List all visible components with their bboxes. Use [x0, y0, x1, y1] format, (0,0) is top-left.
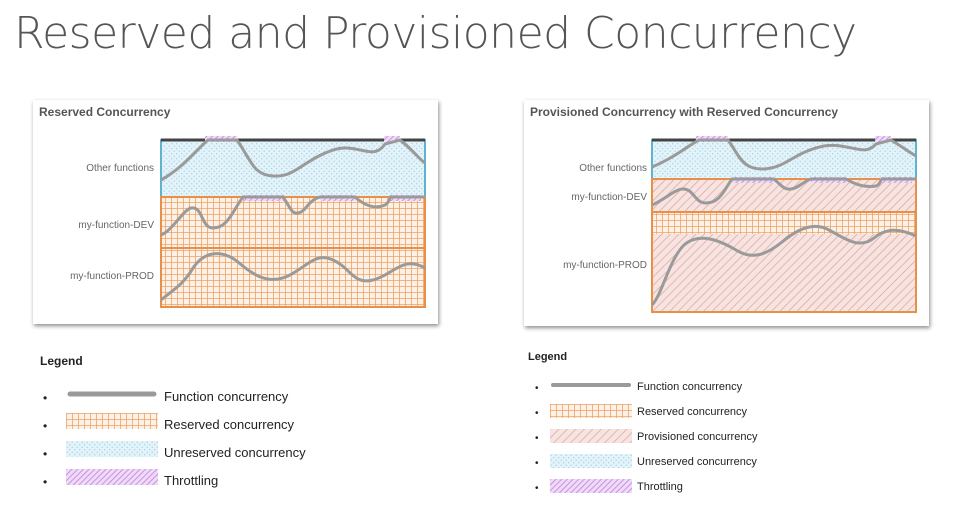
- page-title: Reserved and Provisioned Concurrency: [14, 8, 857, 59]
- provisioned-concurrency-diagram: Provisioned Concurrency with Reserved Co…: [524, 100, 929, 326]
- left-legend-title: Legend: [40, 354, 83, 368]
- bullet: •: [43, 419, 48, 433]
- function-concurrency-swatch: [551, 383, 631, 387]
- right-throttle-mark: [875, 136, 891, 142]
- bullet: •: [535, 383, 539, 394]
- right-prod-reserved-outline: [651, 211, 917, 313]
- left-row-label-other: Other functions: [86, 163, 154, 174]
- left-throttle-mark: [384, 136, 400, 142]
- right-prod-function-line: [650, 225, 917, 307]
- legend-label-reserved-concurrency: Reserved concurrency: [164, 417, 295, 432]
- reserved-concurrency-swatch: [550, 404, 632, 418]
- right-diagram-title: Provisioned Concurrency with Reserved Co…: [530, 105, 839, 119]
- unreserved-concurrency-swatch: [66, 441, 158, 457]
- legend-label-provisioned-concurrency: Provisioned concurrency: [637, 431, 758, 443]
- right-dev-function-line: [651, 177, 916, 207]
- right-prod-provisioned-band: [652, 234, 916, 312]
- throttling-swatch: [550, 479, 632, 493]
- legend-label-unreserved-concurrency: Unreserved concurrency: [637, 456, 757, 468]
- legend-label-unreserved-concurrency: Unreserved concurrency: [164, 445, 306, 460]
- legend-label-function-concurrency: Function concurrency: [164, 389, 289, 404]
- bullet: •: [535, 458, 539, 469]
- left-diagram-canvas: Other functions my-function-DEV my-funct…: [70, 136, 426, 308]
- legend-label-function-concurrency: Function concurrency: [637, 381, 743, 393]
- bullet: •: [43, 391, 48, 405]
- unreserved-concurrency-swatch: [550, 454, 632, 468]
- left-prod-reserved-band: [160, 247, 426, 308]
- provisioned-concurrency-swatch: [550, 429, 632, 443]
- left-diagram-title: Reserved Concurrency: [39, 105, 171, 119]
- right-prod-reserved-band: [652, 212, 916, 234]
- bullet: •: [535, 483, 539, 494]
- function-concurrency-swatch: [67, 391, 157, 397]
- legend-label-reserved-concurrency: Reserved concurrency: [637, 406, 748, 418]
- left-other-function-line: [160, 138, 426, 182]
- reserved-concurrency-diagram: Reserved Concurrency Other functions my-…: [33, 100, 438, 324]
- right-row-label-dev: my-function-DEV: [571, 192, 647, 203]
- right-other-function-line: [651, 138, 917, 171]
- bullet: •: [535, 408, 539, 419]
- left-dev-function-line: [160, 195, 425, 237]
- throttling-swatch: [66, 469, 158, 485]
- legend-label-throttling: Throttling: [164, 473, 219, 488]
- right-row-label-other: Other functions: [579, 163, 647, 174]
- left-row-label-prod: my-function-PROD: [70, 271, 154, 282]
- bullet: •: [43, 475, 48, 489]
- right-diagram-canvas: Other functions my-function-DEV my-funct…: [563, 136, 917, 313]
- bullet: •: [43, 447, 48, 461]
- left-row-label-dev: my-function-DEV: [78, 220, 154, 231]
- bullet: •: [535, 433, 539, 444]
- right-dev-provisioned-band: [652, 179, 916, 212]
- reserved-concurrency-swatch: [66, 413, 158, 429]
- right-legend-title: Legend: [528, 351, 568, 363]
- left-prod-function-line: [160, 252, 426, 302]
- right-row-label-prod: my-function-PROD: [563, 260, 647, 271]
- legend-label-throttling: Throttling: [637, 481, 683, 493]
